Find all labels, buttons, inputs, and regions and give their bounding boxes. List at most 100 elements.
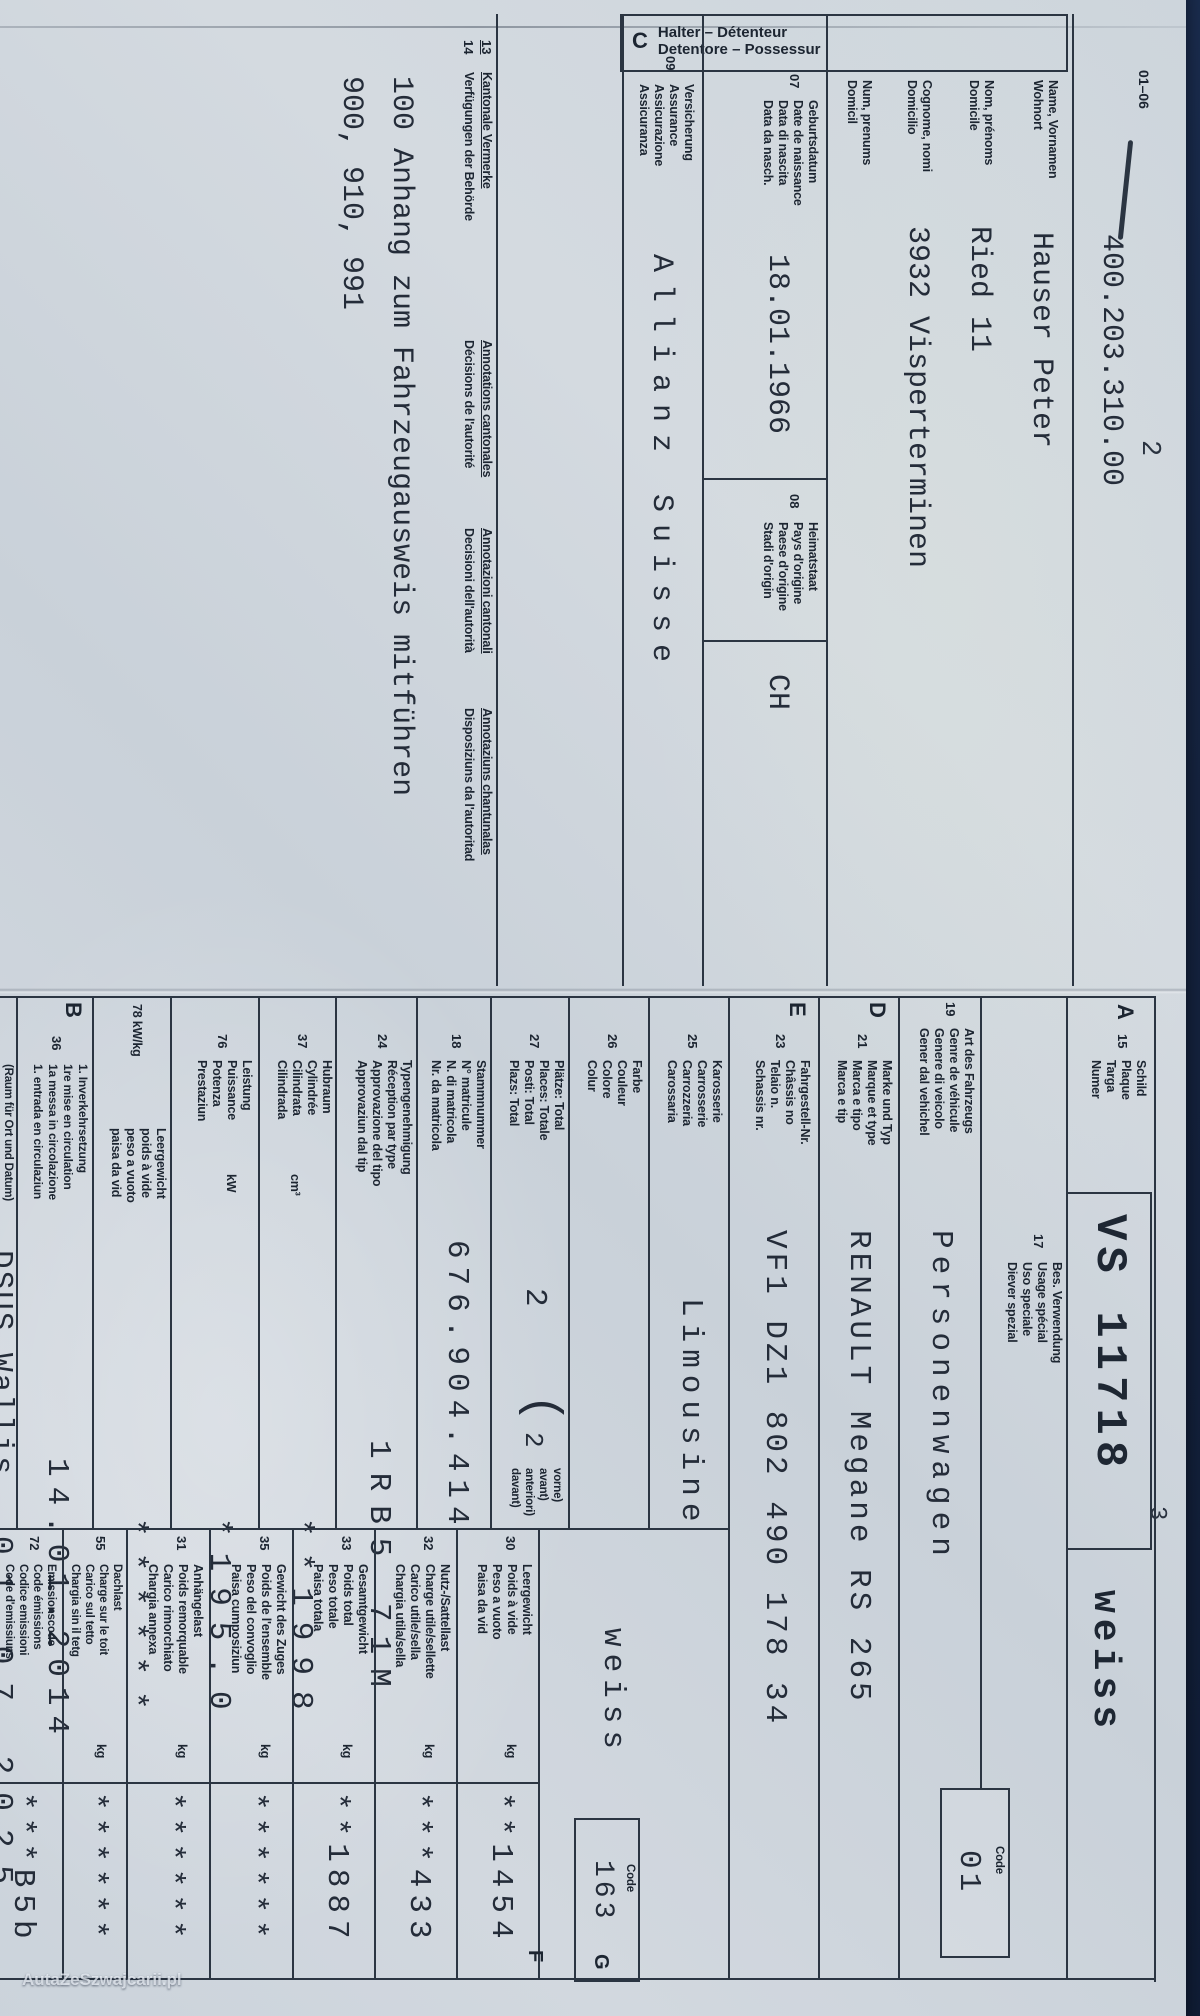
make-and-type-value: RENAULT Megane RS 265 [841,1230,876,1705]
weight-31-value: ****** [154,1792,189,1946]
issue-place-value: DSUS Wallis, [0,1250,18,1498]
divider [1072,14,1074,986]
field-15-number: 15 [1115,1034,1130,1049]
label-hubraum: Hubraum Cylindrée Cilindrata Cilindrada [275,1060,334,1120]
field-13-number: 13 [479,40,494,55]
label-num-prenums: Num, prenums Domicil [845,80,874,166]
label-karosserie: Karosserie Carrosserie Carrozzeria Caros… [665,1060,724,1128]
label-inverkehrsetzung: 1. Inverkehrsetzung 1re mise en circulat… [31,1064,90,1200]
seats-front-value: 2 [518,1432,548,1448]
code-163-label: Code [624,1864,636,1892]
field-23-number: 23 [773,1034,788,1049]
weight-72-label: Emissionscode Code émissions Codice emis… [3,1564,57,1659]
weights-left-border [0,1528,730,1530]
weight-30-number: 30 [503,1536,518,1551]
label-versicherung: Versicherung Assurance Assicurazione Ass… [637,84,696,167]
section-letter-g: G [590,1954,612,1970]
label-bes-verwendung: Bes. Verwendung Usage spécial Uso specia… [1005,1262,1064,1364]
label-farbe: Farbe Couleur Colore Colur [585,1060,644,1106]
divider [170,996,172,1528]
field-08-number: 08 [787,494,802,509]
label-annotations-rm1: Annotaziuns chantunalas [480,708,494,855]
plate-color-value: weiss [1083,1590,1126,1735]
label-annotations-rm2: Disposiziuns da l'autoritad [462,708,476,862]
divider [648,996,650,1528]
label-raum-ort-datum: (Raum für Ort und Datum) (Espace pour li… [0,1064,14,1202]
section-letter-f: F [524,1950,546,1963]
holder-section-box: C Halter – Détenteur Detentore – Possessu… [620,14,1068,72]
stock-number-value: 676.904.414 [439,1240,474,1533]
divider [62,1528,64,1980]
label-stammnummer: Stammnummer N° matricule N. di matricola… [429,1060,488,1151]
label-leistung: Leistung Puissance Potenza Prestaziun [195,1060,254,1122]
weight-55-label: Dachlast Charge sur le toit Carico sul t… [69,1564,123,1657]
label-leergewicht-ratio: Leergewicht poids à vide peso a vuoto pa… [109,1128,168,1203]
weight-30-value: **1454 [483,1792,518,1946]
section-letter-b: B [61,1002,86,1018]
insurance-value: Allianz Suisse [644,254,678,675]
field-19-number: 19 [943,1002,958,1017]
label-fahrgestell-nr: Fahrgestell-Nr. Châssis no Telaio n. Sch… [753,1060,812,1145]
chassis-number-value: VF1 DZ1 802 490 178 34 [757,1230,792,1728]
field-17-number: 17 [1031,1234,1046,1249]
weights-divider [0,1782,540,1784]
weight-33-unit: kg [340,1744,354,1759]
field-26-number: 26 [605,1034,620,1049]
divider [898,996,900,1978]
label-art-des-fahrzeugs: Art des Fahrzeugs Genre de véhicule Gene… [917,1028,976,1136]
divider [704,640,828,642]
holder-city-value: 3932 Visperterminen [900,226,934,569]
label-marke-und-typ: Marke und Typ Marque et type Marca e tip… [835,1060,894,1146]
field-25-number: 25 [685,1034,700,1049]
photo-watermark: AutaZeSzwajcarii.pl [22,1970,182,1989]
bracket-dash [1117,140,1134,240]
divider [568,996,570,1528]
weight-35-value: ****** [237,1792,272,1946]
weight-55-unit: kg [94,1744,108,1759]
field-14-number: 14 [461,40,476,55]
vehicle-kind-value: Personenwagen [923,1230,958,1563]
weight-33-value: **1887 [319,1792,354,1946]
cantonal-remark-value-1: 100 Anhang zum Fahrzeugausweis mitführen [384,76,418,797]
divider [416,996,418,1528]
label-annotations-fr2: Décisions de l'autorité [462,340,476,469]
plate-number-value: VS 11718 [1084,1214,1134,1474]
divider [292,1528,294,1980]
weight-32-number: 32 [421,1536,436,1551]
colour-value: weiss [595,1628,630,1757]
label-78-kwkg: 78 kW/kg [130,1004,144,1057]
weight-31-number: 31 [174,1536,189,1551]
label-schild: Schild Plaque Targa Numer [1089,1060,1148,1100]
weight-72-number: 72 [27,1536,42,1551]
weight-35-unit: kg [258,1744,272,1759]
holder-street-value: Ried 11 [962,226,996,353]
seats-total-value: 2 [517,1288,552,1307]
weight-35-number: 35 [257,1536,272,1551]
fold-crease [0,988,1186,994]
divider [496,14,498,986]
divider [209,1528,211,1980]
label-annotations-fr1: Annotations cantonales [480,340,494,478]
nationality-value: CH [760,674,794,711]
weight-35-label: Gewicht des Zuges Poids de l'ensemble Pe… [229,1564,288,1680]
divider [980,996,982,1788]
label-seats-front: vorne) avant) anteriori) davant) [509,1468,563,1516]
divider [126,1528,128,1980]
label-annotations-it2: Decisioni dell'autorità [462,528,476,653]
label-verfuegungen: Verfügungen der Behörde [462,72,476,221]
label-name: Name, Vornamen Wohnort [1031,80,1060,179]
code-label: Code [993,1846,1005,1874]
section-letter-a: A [1113,1004,1138,1020]
holder-name-value: Hauser Peter [1024,232,1058,449]
divider [92,996,94,1528]
weight-30-label: Leergewicht Poids à vide Peso a vuoto Pa… [475,1564,534,1640]
label-annotations-it1: Annotazioni cantonali [480,528,494,654]
field-21-number: 21 [855,1034,870,1049]
cantonal-remark-value-2: 900, 910, 991 [334,76,368,311]
field-24-number: 24 [375,1034,390,1049]
divider [622,14,624,986]
seats-paren: ( [514,1394,568,1423]
section-letter-c: C [632,28,648,53]
